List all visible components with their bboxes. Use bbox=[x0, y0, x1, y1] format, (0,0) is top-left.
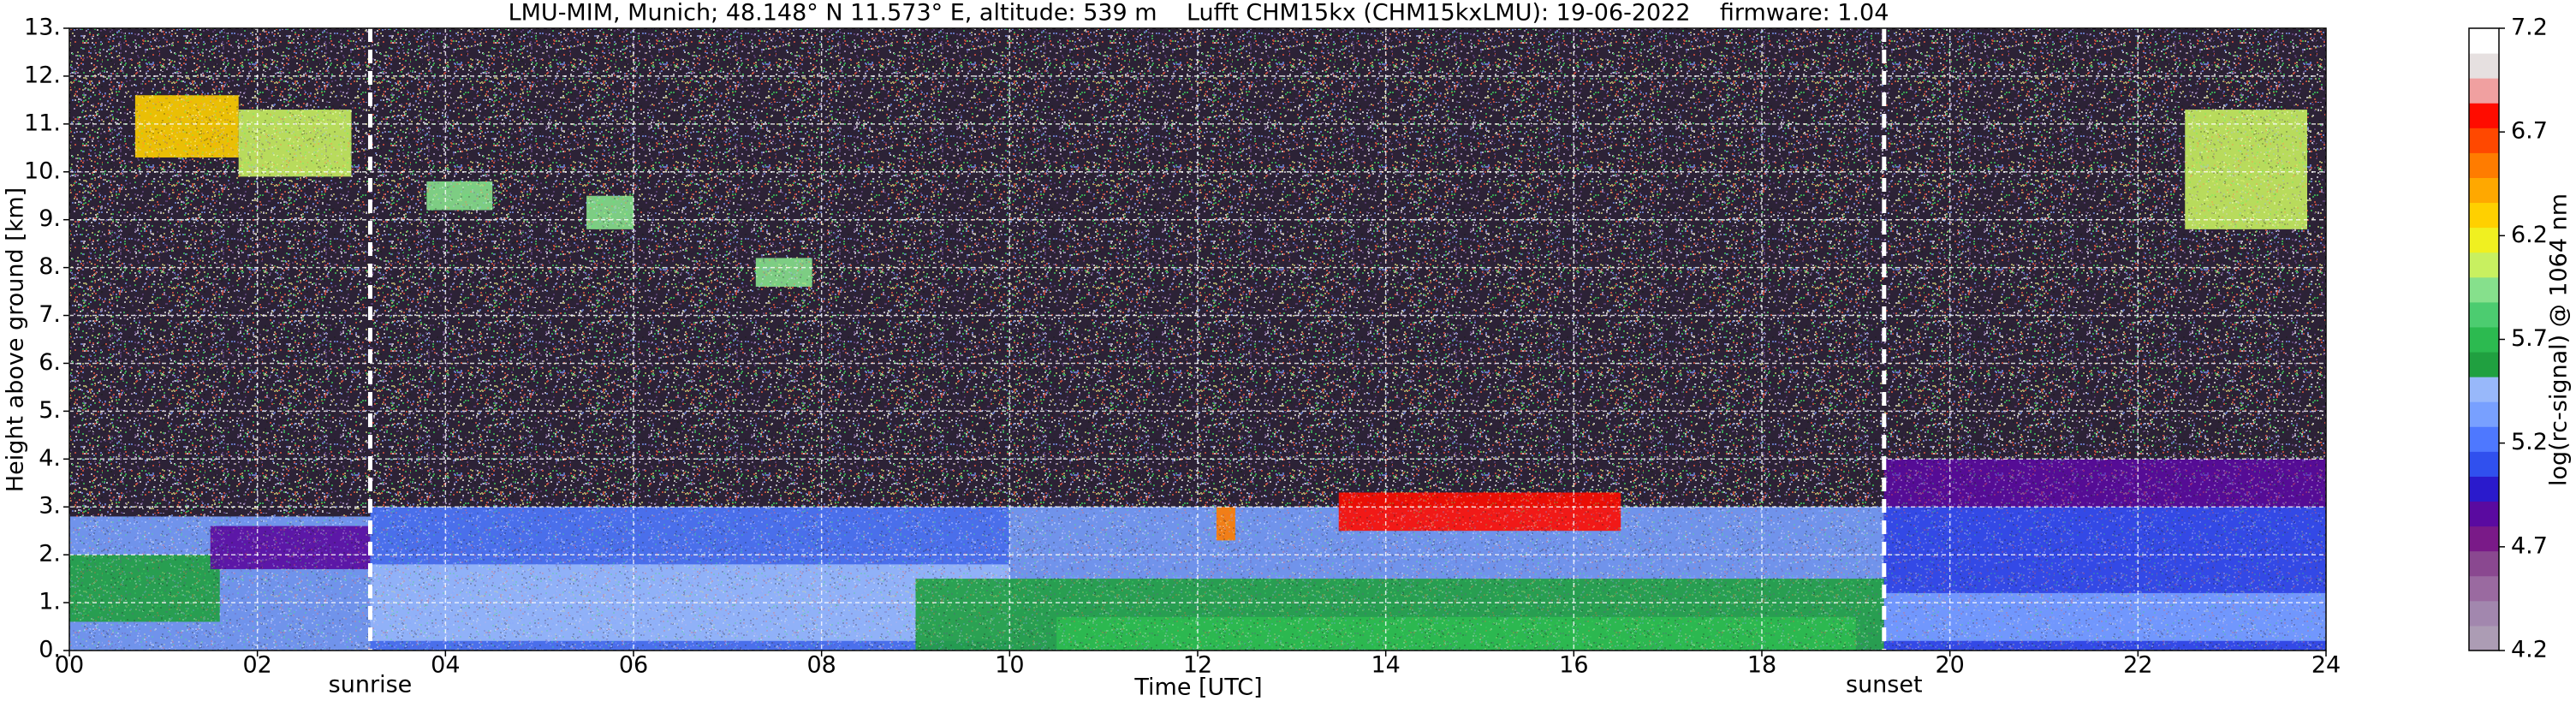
colorbar-segment bbox=[2469, 327, 2499, 353]
colorbar-segment bbox=[2469, 53, 2499, 79]
y-tick-label: 12. bbox=[24, 62, 61, 88]
annotation-label: sunset bbox=[1846, 672, 1923, 698]
colorbar-segment bbox=[2469, 302, 2499, 328]
colorbar-segment bbox=[2469, 601, 2499, 627]
chart: LMU-MIM, Munich; 48.148° N 11.573° E, al… bbox=[0, 0, 2576, 707]
colorbar-segment bbox=[2469, 451, 2499, 477]
x-tick-label: 00 bbox=[55, 652, 84, 679]
y-axis-label: Height above ground [km] bbox=[3, 187, 29, 492]
colorbar-tick-label: 4.7 bbox=[2511, 532, 2548, 559]
y-tick-label: 10. bbox=[24, 157, 61, 184]
colorbar-tick-label: 6.7 bbox=[2511, 118, 2548, 145]
colorbar-segment bbox=[2469, 401, 2499, 427]
colorbar-segment bbox=[2469, 103, 2499, 128]
x-tick-label: 10 bbox=[995, 652, 1024, 679]
y-tick-label: 1. bbox=[39, 589, 61, 615]
annotation-label: sunrise bbox=[329, 672, 413, 698]
x-tick-label: 18 bbox=[1747, 652, 1776, 679]
x-tick-label: 24 bbox=[2311, 652, 2341, 679]
chart-title: LMU-MIM, Munich; 48.148° N 11.573° E, al… bbox=[509, 0, 1889, 27]
colorbar-segment bbox=[2469, 78, 2499, 104]
y-tick-label: 3. bbox=[39, 493, 61, 520]
colorbar-segment bbox=[2469, 626, 2499, 651]
y-tick-label: 8. bbox=[39, 253, 61, 280]
colorbar-segment bbox=[2469, 28, 2499, 54]
colorbar-segment bbox=[2469, 526, 2499, 552]
y-tick-label: 4. bbox=[39, 445, 61, 472]
x-tick-label: 20 bbox=[1935, 652, 1964, 679]
colorbar-segment bbox=[2469, 253, 2499, 278]
x-tick-label: 12 bbox=[1183, 652, 1212, 679]
y-tick-label: 11. bbox=[24, 110, 61, 136]
x-tick-label: 08 bbox=[806, 652, 836, 679]
colorbar-segment bbox=[2469, 128, 2499, 153]
y-tick-label: 13. bbox=[24, 15, 61, 41]
x-tick-label: 02 bbox=[242, 652, 271, 679]
colorbar-segment bbox=[2469, 203, 2499, 229]
colorbar-tick-label: 4.2 bbox=[2511, 637, 2548, 663]
colorbar-label: log(rc-signal) @ 1064 nm bbox=[2546, 193, 2573, 486]
y-tick-label: 5. bbox=[39, 397, 61, 424]
colorbar-segment bbox=[2469, 426, 2499, 452]
colorbar-segment bbox=[2469, 502, 2499, 527]
colorbar-segment bbox=[2469, 476, 2499, 502]
colorbar-segment bbox=[2469, 377, 2499, 402]
x-tick-label: 14 bbox=[1371, 652, 1400, 679]
colorbar-tick-label: 6.2 bbox=[2511, 222, 2548, 248]
colorbar-tick-label: 7.2 bbox=[2511, 15, 2548, 41]
colorbar-segment bbox=[2469, 551, 2499, 577]
colorbar-segment bbox=[2469, 177, 2499, 203]
colorbar-segment bbox=[2469, 152, 2499, 178]
y-tick-label: 7. bbox=[39, 301, 61, 328]
colorbar-tick-label: 5.2 bbox=[2511, 429, 2548, 455]
x-tick-label: 04 bbox=[431, 652, 460, 679]
x-tick-label: 22 bbox=[2123, 652, 2152, 679]
colorbar-segment bbox=[2469, 352, 2499, 377]
x-tick-label: 16 bbox=[1559, 652, 1588, 679]
colorbar-segment bbox=[2469, 576, 2499, 602]
y-tick-label: 2. bbox=[39, 541, 61, 567]
y-tick-label: 6. bbox=[39, 349, 61, 376]
colorbar-segment bbox=[2469, 228, 2499, 253]
x-tick-label: 06 bbox=[619, 652, 648, 679]
colorbar-segment bbox=[2469, 277, 2499, 303]
colorbar-tick-label: 5.7 bbox=[2511, 325, 2548, 352]
y-tick-label: 9. bbox=[39, 205, 61, 232]
